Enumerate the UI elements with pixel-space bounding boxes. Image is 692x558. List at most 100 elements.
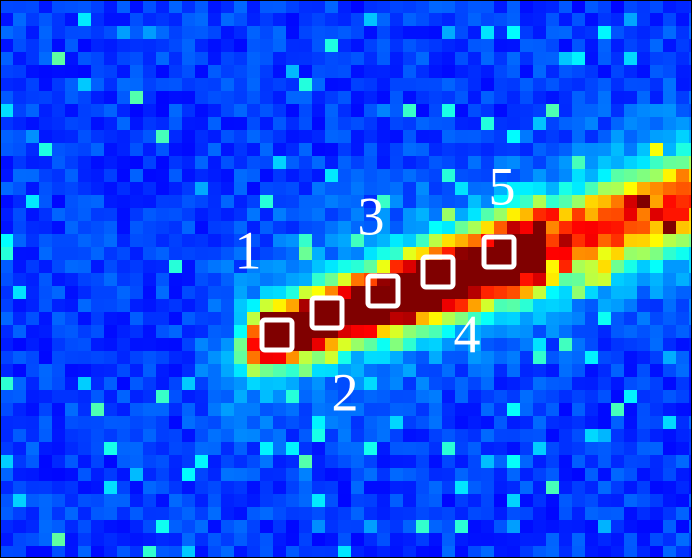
pixel — [364, 338, 377, 351]
pixel — [559, 260, 572, 273]
pixel — [611, 117, 624, 130]
pixel — [442, 91, 455, 104]
pixel — [546, 273, 559, 286]
pixel — [533, 234, 546, 247]
pixel — [494, 546, 507, 558]
pixel — [234, 494, 247, 507]
pixel — [637, 494, 650, 507]
pixel — [481, 338, 494, 351]
pixel — [130, 286, 143, 299]
pixel — [650, 377, 663, 390]
pixel — [663, 247, 676, 260]
pixel — [637, 0, 650, 13]
pixel — [650, 182, 663, 195]
pixel — [117, 286, 130, 299]
pixel — [221, 169, 234, 182]
pixel — [390, 130, 403, 143]
pixel — [312, 533, 325, 546]
pixel — [650, 507, 663, 520]
pixel — [221, 390, 234, 403]
pixel — [247, 338, 260, 351]
pixel — [247, 169, 260, 182]
pixel — [520, 260, 533, 273]
pixel — [403, 533, 416, 546]
pixel — [637, 39, 650, 52]
pixel — [507, 26, 520, 39]
pixel — [169, 26, 182, 39]
pixel — [65, 91, 78, 104]
pixel — [442, 195, 455, 208]
pixel — [91, 286, 104, 299]
pixel — [39, 494, 52, 507]
pixel — [598, 390, 611, 403]
pixel — [0, 91, 13, 104]
pixel — [156, 351, 169, 364]
pixel — [91, 182, 104, 195]
pixel — [312, 234, 325, 247]
pixel — [312, 364, 325, 377]
pixel — [546, 507, 559, 520]
pixel — [520, 442, 533, 455]
pixel — [91, 546, 104, 558]
pixel — [143, 364, 156, 377]
pixel — [104, 260, 117, 273]
pixel — [637, 156, 650, 169]
pixel — [598, 507, 611, 520]
pixel — [312, 143, 325, 156]
pixel — [624, 117, 637, 130]
pixel — [533, 286, 546, 299]
pixel — [208, 338, 221, 351]
pixel — [65, 208, 78, 221]
pixel — [468, 52, 481, 65]
pixel — [611, 26, 624, 39]
pixel — [78, 156, 91, 169]
pixel — [65, 156, 78, 169]
pixel — [585, 182, 598, 195]
pixel — [676, 468, 689, 481]
pixel — [533, 377, 546, 390]
pixel — [130, 455, 143, 468]
pixel — [195, 0, 208, 13]
pixel — [442, 221, 455, 234]
pixel — [559, 0, 572, 13]
pixel — [611, 169, 624, 182]
pixel — [416, 52, 429, 65]
pixel — [234, 390, 247, 403]
pixel — [377, 468, 390, 481]
pixel — [676, 416, 689, 429]
pixel — [585, 65, 598, 78]
pixel — [546, 78, 559, 91]
pixel — [403, 403, 416, 416]
pixel — [26, 403, 39, 416]
pixel — [182, 65, 195, 78]
pixel — [221, 273, 234, 286]
pixel — [117, 208, 130, 221]
pixel — [182, 494, 195, 507]
pixel — [65, 221, 78, 234]
pixel — [533, 156, 546, 169]
pixel — [481, 130, 494, 143]
pixel — [143, 52, 156, 65]
pixel — [247, 286, 260, 299]
pixel — [507, 0, 520, 13]
pixel — [455, 533, 468, 546]
pixel — [39, 455, 52, 468]
pixel — [442, 234, 455, 247]
pixel — [650, 442, 663, 455]
pixel — [520, 416, 533, 429]
pixel — [650, 0, 663, 13]
pixel — [260, 156, 273, 169]
pixel — [195, 364, 208, 377]
pixel — [468, 78, 481, 91]
pixel — [104, 546, 117, 558]
pixel — [663, 182, 676, 195]
pixel — [351, 117, 364, 130]
pixel — [416, 143, 429, 156]
pixel — [650, 104, 663, 117]
pixel — [286, 507, 299, 520]
pixel — [286, 351, 299, 364]
pixel — [0, 455, 13, 468]
pixel — [663, 104, 676, 117]
pixel — [520, 338, 533, 351]
pixel — [208, 26, 221, 39]
